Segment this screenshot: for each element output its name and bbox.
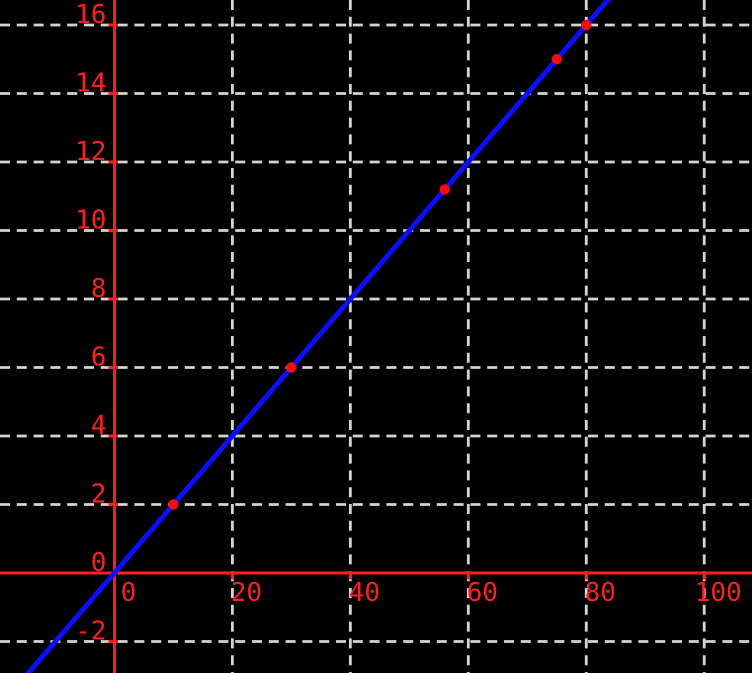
x-tick-label-40: 40 — [349, 578, 380, 608]
y-tick-label-12: 12 — [75, 137, 106, 167]
data-point-75-15 — [551, 54, 562, 65]
x-tick-label-0: 0 — [121, 578, 137, 608]
y-tick-label-8: 8 — [91, 274, 107, 304]
y-tick-label-10: 10 — [75, 205, 106, 235]
data-point-56-11.2 — [439, 184, 450, 195]
x-tick-label-60: 60 — [467, 578, 498, 608]
x-tick-label-80: 80 — [585, 578, 616, 608]
x-tick-label-100: 100 — [695, 578, 742, 608]
data-point-30-6 — [286, 362, 297, 373]
x-tick-label-20: 20 — [231, 578, 262, 608]
y-tick-label-2: 2 — [91, 479, 107, 509]
data-point-10-2 — [168, 499, 179, 510]
data-point-80-16 — [581, 19, 592, 31]
y-tick-label-6: 6 — [91, 342, 107, 372]
y-tick-label-14: 14 — [75, 69, 106, 99]
y-tick-label-16: 16 — [75, 0, 106, 30]
y-tick-label-0: 0 — [91, 548, 107, 578]
y-tick-label--2: -2 — [75, 616, 106, 646]
y-tick-label-4: 4 — [91, 411, 107, 441]
